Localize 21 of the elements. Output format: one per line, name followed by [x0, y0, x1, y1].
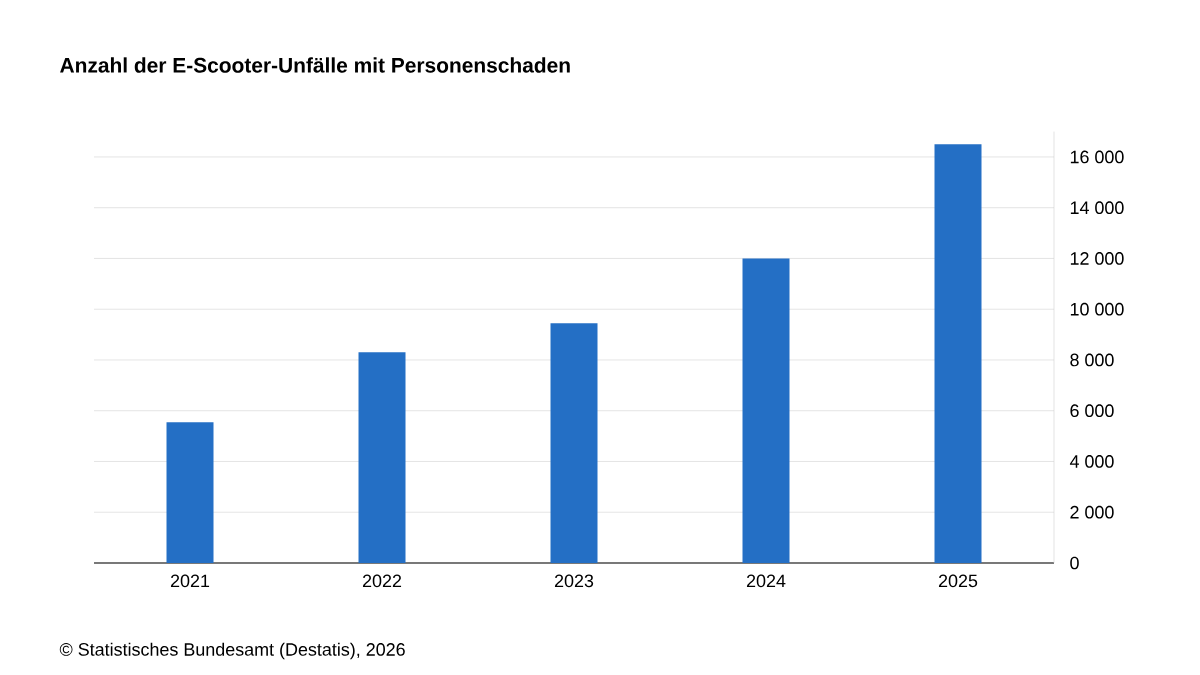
y-tick-label: 6 000 — [1070, 404, 1114, 418]
y-tick-label: 8 000 — [1070, 353, 1114, 367]
x-tick-label: 2024 — [746, 574, 786, 588]
x-tick-label: 2023 — [554, 574, 594, 588]
bar — [166, 422, 214, 563]
bar — [934, 144, 982, 563]
bar — [358, 352, 406, 563]
x-tick-label: 2025 — [938, 574, 978, 588]
y-tick-label: 0 — [1070, 556, 1079, 570]
y-tick-label: 4 000 — [1069, 455, 1114, 468]
bar — [550, 323, 598, 563]
y-tick-label: 14 000 — [1070, 201, 1124, 215]
x-tick-label: 2022 — [362, 574, 402, 588]
text: © Statistisches Bundesamt (Destatis), 2026 — [59, 642, 405, 660]
chart-title: Anzahl der E-Scooter-Unfälle mit Personenschaden — [60, 57, 570, 73]
y-tick-label: 2 000 — [1070, 505, 1114, 519]
x-tick-label: 2021 — [170, 574, 210, 588]
y-tick-label: 12 000 — [1070, 252, 1124, 265]
y-tick-label: 10 000 — [1070, 302, 1124, 316]
y-tick-label: 16 000 — [1070, 150, 1124, 164]
bar — [742, 258, 790, 563]
